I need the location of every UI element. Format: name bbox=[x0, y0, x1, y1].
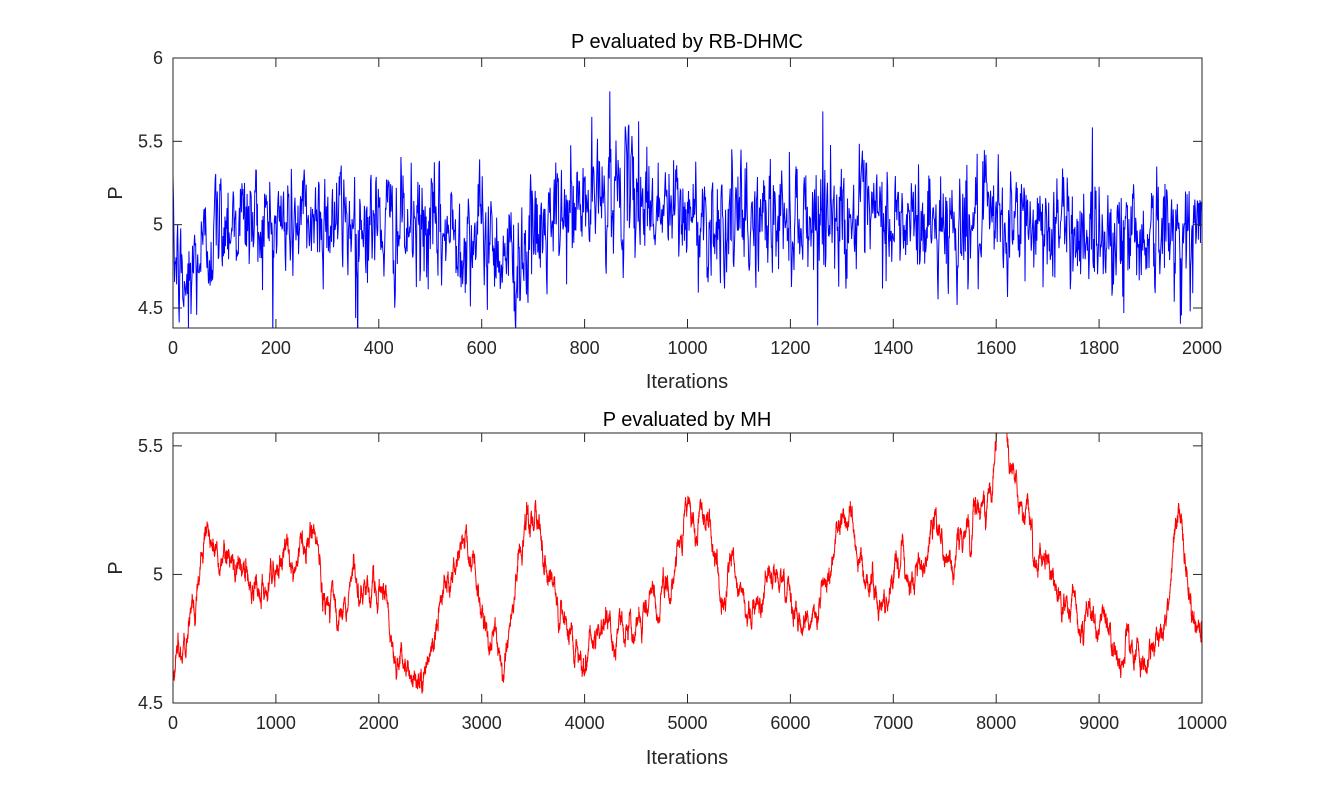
x-tick-label: 1600 bbox=[976, 338, 1016, 358]
x-tick-label: 6000 bbox=[770, 713, 810, 733]
x-tick-label: 800 bbox=[570, 338, 600, 358]
plot-area-mh bbox=[173, 433, 1202, 703]
series-layer-rb-dhmc bbox=[173, 91, 1202, 328]
y-tick-label: 5.5 bbox=[138, 131, 163, 151]
x-tick-label: 9000 bbox=[1079, 713, 1119, 733]
chart-title-mh: P evaluated by MH bbox=[603, 409, 772, 431]
x-axis-label-mh: Iterations bbox=[646, 747, 728, 769]
y-tick-label: 4.5 bbox=[138, 693, 163, 713]
x-tick-label: 10000 bbox=[1177, 713, 1227, 733]
series-line-rb-dhmc bbox=[173, 91, 1202, 328]
y-tick-label: 6 bbox=[153, 48, 163, 68]
x-tick-label: 2000 bbox=[1182, 338, 1222, 358]
chart-title-rb-dhmc: P evaluated by RB-DHMC bbox=[571, 31, 803, 53]
axes-box-mh bbox=[172, 432, 1203, 704]
x-tick-label: 1800 bbox=[1079, 338, 1119, 358]
subplot-rb-dhmc: P evaluated by RB-DHMC 0 200 400 600 800 1000… bbox=[105, 31, 1222, 393]
x-tick-label: 1000 bbox=[667, 338, 707, 358]
y-tick-label: 5 bbox=[153, 215, 163, 235]
y-axis-label-mh: P bbox=[105, 561, 127, 574]
x-tick-label: 7000 bbox=[873, 713, 913, 733]
x-tick-label: 2000 bbox=[359, 713, 399, 733]
x-tick-label: 3000 bbox=[462, 713, 502, 733]
x-tick-label: 0 bbox=[168, 338, 178, 358]
x-tick-label: 400 bbox=[364, 338, 394, 358]
y-tick-label: 5.5 bbox=[138, 436, 163, 456]
y-tick-label: 4.5 bbox=[138, 298, 163, 318]
x-tick-label: 0 bbox=[168, 713, 178, 733]
subplot-mh: P evaluated by MH 0 1000 2000 3000 4000 5000 6… bbox=[105, 409, 1227, 769]
x-tick-label: 1400 bbox=[873, 338, 913, 358]
axes-box-rb-dhmc bbox=[172, 57, 1203, 329]
x-tick-label: 8000 bbox=[976, 713, 1016, 733]
ticks-layer-mh: 0 1000 2000 3000 4000 5000 6000 7000 8000 9000 100… bbox=[138, 433, 1227, 733]
x-tick-label: 4000 bbox=[565, 713, 605, 733]
x-axis-label-rb-dhmc: Iterations bbox=[646, 371, 728, 393]
y-axis-label-rb-dhmc: P bbox=[105, 186, 127, 199]
series-layer-mh bbox=[173, 433, 1202, 694]
x-tick-label: 1200 bbox=[770, 338, 810, 358]
ticks-layer-rb-dhmc: 0 200 400 600 800 1000 1200 1400 1600 1800 2000 4.5… bbox=[138, 48, 1222, 358]
x-tick-label: 1000 bbox=[256, 713, 296, 733]
series-line-mh bbox=[173, 433, 1202, 694]
y-tick-label: 5 bbox=[153, 564, 163, 584]
x-tick-label: 200 bbox=[261, 338, 291, 358]
plot-area-rb-dhmc bbox=[173, 58, 1202, 328]
x-tick-label: 600 bbox=[467, 338, 497, 358]
x-tick-label: 5000 bbox=[667, 713, 707, 733]
